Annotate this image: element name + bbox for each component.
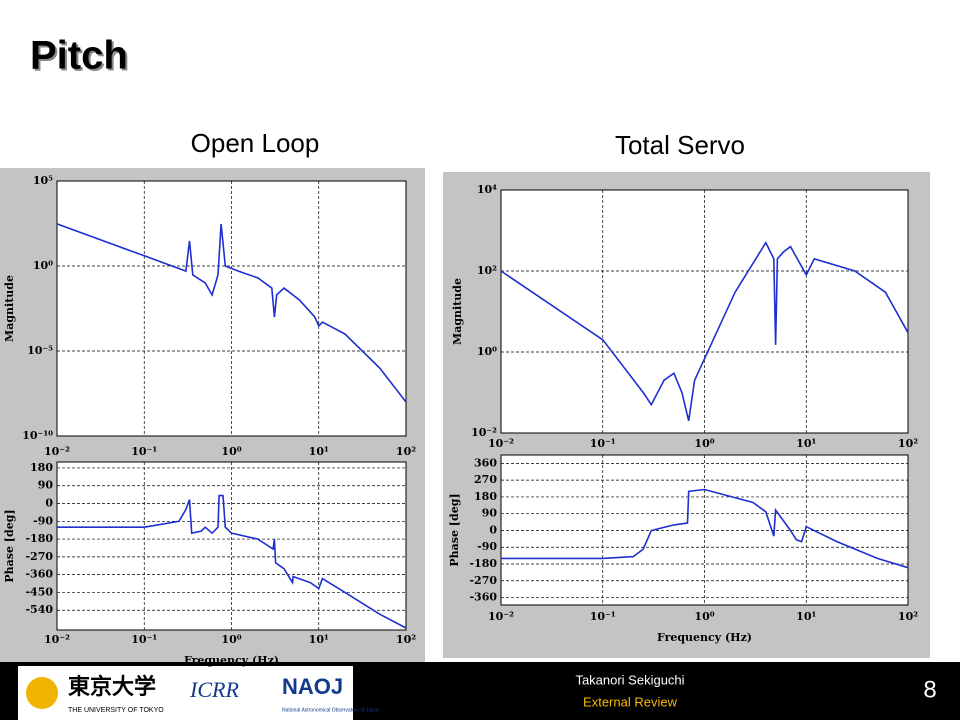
y-tick-label: 10⁰ <box>477 345 497 358</box>
left-heading: Open Loop <box>191 128 320 158</box>
x-axis-label: Frequency (Hz) <box>657 631 752 644</box>
x-tick-label: 10⁻² <box>44 633 70 646</box>
logo-text: National Astronomical Observatory of Jap… <box>282 707 380 713</box>
logo-text: NAOJ <box>282 674 343 699</box>
x-axis-label: Frequency (Hz) <box>184 654 279 667</box>
y-axis-label: Magnitude <box>451 278 464 345</box>
y-tick-label: 0 <box>489 523 497 536</box>
x-tick-label: 10¹ <box>796 437 816 450</box>
x-tick-label: 10⁻¹ <box>131 633 157 646</box>
x-tick-label: 10⁻¹ <box>590 610 616 623</box>
y-tick-label: -90 <box>33 514 53 527</box>
data-line <box>56 223 407 403</box>
y-tick-label: -270 <box>469 574 497 587</box>
x-tick-label: 10⁰ <box>694 437 714 450</box>
logo-text: THE UNIVERSITY OF TOKYO <box>68 707 164 714</box>
logo-text: 東京大学 <box>68 674 156 699</box>
y-tick-label: 360 <box>474 456 497 469</box>
x-tick-label: 10⁻¹ <box>590 437 616 450</box>
x-tick-label: 10² <box>396 633 416 646</box>
y-tick-label: 180 <box>30 461 53 474</box>
y-tick-label: 0 <box>45 497 53 510</box>
y-tick-label: -270 <box>25 550 53 563</box>
x-tick-label: 10¹ <box>309 445 329 458</box>
x-tick-label: 10² <box>898 437 918 450</box>
x-tick-label: 10⁰ <box>694 610 714 623</box>
y-tick-label: -180 <box>25 532 53 545</box>
logo-box <box>18 666 353 720</box>
y-tick-label: 10⁻¹⁰ <box>22 429 53 442</box>
y-tick-label: -360 <box>25 568 53 581</box>
y-tick-label: 10⁻² <box>471 426 497 439</box>
y-tick-label: 10⁻⁵ <box>27 344 53 357</box>
x-tick-label: 10⁻¹ <box>131 445 157 458</box>
y-tick-label: -540 <box>25 603 53 616</box>
data-line <box>500 241 909 421</box>
y-tick-label: 10⁵ <box>33 174 53 187</box>
data-line <box>501 488 909 569</box>
x-tick-label: 10⁻² <box>488 610 514 623</box>
x-tick-label: 10⁰ <box>221 445 241 458</box>
logo-text: ICRR <box>189 677 239 702</box>
y-tick-label: -180 <box>469 557 497 570</box>
x-tick-label: 10⁻² <box>44 445 70 458</box>
page-number: 8 <box>923 676 936 703</box>
utokyo-emblem <box>26 677 58 709</box>
x-tick-label: 10¹ <box>309 633 329 646</box>
y-tick-label: -90 <box>477 540 497 553</box>
y-axis-label: Magnitude <box>3 275 16 342</box>
title-shadow: Pitch <box>32 36 130 80</box>
y-tick-label: 90 <box>38 479 54 492</box>
x-tick-label: 10⁰ <box>221 633 241 646</box>
y-axis-label: Phase [deg] <box>448 493 461 566</box>
y-tick-label: -360 <box>469 591 497 604</box>
x-tick-label: 10⁻² <box>488 437 514 450</box>
y-tick-label: 180 <box>474 490 497 503</box>
data-line <box>57 494 407 629</box>
y-tick-label: 270 <box>474 473 497 486</box>
footer-event: External Review <box>583 694 678 709</box>
x-tick-label: 10² <box>898 610 918 623</box>
footer-author: Takanori Sekiguchi <box>575 672 684 687</box>
y-tick-label: 10⁴ <box>477 183 497 196</box>
x-tick-label: 10¹ <box>796 610 816 623</box>
right-heading: Total Servo <box>615 130 745 160</box>
y-tick-label: 10⁰ <box>33 259 53 272</box>
y-tick-label: -450 <box>25 585 53 598</box>
slide-title: Pitch <box>30 34 128 78</box>
y-axis-label: Phase [deg] <box>3 509 16 582</box>
x-tick-label: 10² <box>396 445 416 458</box>
y-tick-label: 10² <box>477 264 497 277</box>
y-tick-label: 90 <box>482 507 498 520</box>
